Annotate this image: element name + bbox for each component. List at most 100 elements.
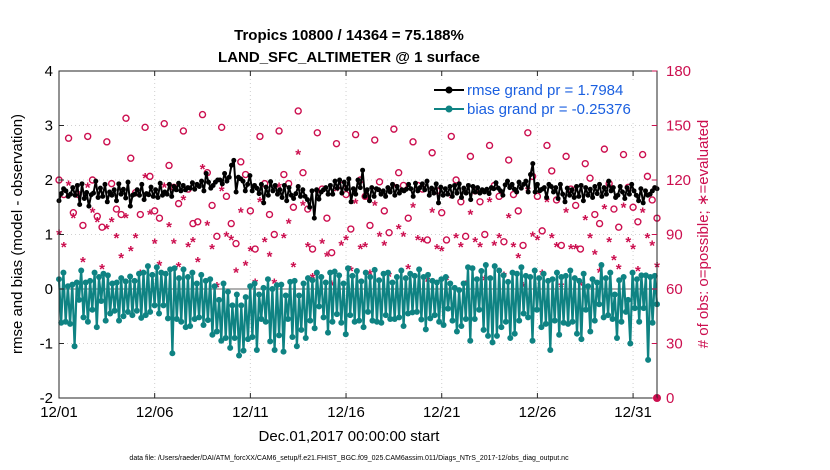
- obs-evaluated-point: *: [233, 265, 239, 282]
- bias-point: [489, 339, 496, 346]
- rmse-point: [58, 191, 64, 197]
- obs-possible-point: [122, 114, 130, 122]
- bias-point: [513, 270, 520, 277]
- rmse-point: [295, 184, 301, 190]
- legend-rmse-marker: [445, 86, 453, 94]
- rmse-point: [436, 200, 441, 206]
- bias-point: [78, 267, 85, 274]
- obs-possible-point: [404, 214, 412, 222]
- bias-point: [333, 311, 340, 318]
- rmse-point: [364, 187, 370, 193]
- obs-evaluated-point: *: [377, 228, 383, 245]
- chart-title: Tropics 10800 / 14364 = 75.188%: [234, 27, 464, 44]
- bias-point: [260, 284, 267, 291]
- bias-point: [73, 279, 80, 286]
- obs-possible-point: [327, 248, 336, 257]
- bias-point: [473, 276, 480, 283]
- bias-point: [142, 312, 149, 319]
- x-axis-label: Dec.01,2017 00:00:00 start: [259, 428, 441, 445]
- bias-point: [456, 287, 463, 294]
- obs-evaluated-point: *: [90, 205, 96, 222]
- rmse-point: [380, 188, 386, 194]
- obs-evaluated-point: *: [477, 239, 483, 256]
- obs-possible-point: [103, 138, 111, 146]
- obs-possible-point: [648, 196, 656, 204]
- obs-evaluated-point: *: [554, 239, 560, 256]
- bias-point: [249, 333, 256, 340]
- rmse-point: [571, 194, 577, 200]
- bias-point: [527, 274, 534, 281]
- bias-point: [607, 269, 614, 276]
- y-tick-label: 2: [45, 172, 53, 189]
- bias-point: [400, 323, 407, 330]
- obs-possible-point: [232, 239, 240, 248]
- bias-point: [151, 302, 158, 309]
- bias-point: [613, 335, 620, 342]
- bias-point: [533, 306, 540, 313]
- rmse-point: [325, 191, 331, 197]
- rmse-point: [137, 192, 142, 198]
- bias-point: [420, 274, 427, 281]
- obs-possible-point: [562, 152, 570, 161]
- rmse-point: [217, 177, 223, 183]
- rmse-point: [293, 191, 299, 197]
- rmse-point: [636, 198, 642, 204]
- bias-point: [133, 307, 140, 314]
- bias-point: [567, 267, 574, 274]
- y-tick-label: -1: [40, 336, 53, 353]
- bias-point: [585, 283, 592, 290]
- bias-point: [296, 292, 303, 299]
- bias-point: [238, 302, 245, 309]
- bias-point: [593, 279, 600, 286]
- bias-point: [362, 269, 369, 276]
- rmse-point: [484, 186, 490, 192]
- rmse-point: [615, 192, 621, 198]
- obs-possible-point: [237, 158, 245, 166]
- rmse-point: [344, 186, 349, 192]
- rmse-point: [442, 186, 448, 192]
- obs-possible-point: [308, 245, 317, 253]
- bias-point: [347, 312, 354, 319]
- bias-point: [556, 331, 563, 338]
- bias-point: [342, 331, 349, 338]
- obs-evaluated-point: *: [582, 212, 588, 229]
- obs-possible-point: [533, 192, 542, 201]
- bias-point: [262, 318, 269, 325]
- rmse-point: [346, 176, 352, 182]
- rmse-point: [403, 186, 409, 192]
- obs-evaluated-point: *: [152, 236, 158, 253]
- bias-point: [589, 276, 596, 283]
- rmse-point: [594, 191, 600, 197]
- bias-point: [344, 265, 351, 272]
- bias-point: [578, 336, 585, 343]
- rmse-point: [498, 188, 504, 194]
- rmse-point: [146, 192, 152, 198]
- bias-point: [220, 280, 227, 287]
- rmse-point: [362, 193, 368, 199]
- bias-point: [309, 277, 316, 284]
- bias-point: [453, 328, 460, 335]
- bias-point: [573, 330, 580, 337]
- obs-possible-point: [280, 170, 288, 179]
- obs-evaluated-point: *: [94, 214, 100, 231]
- rmse-point: [327, 182, 333, 188]
- rmse-point: [192, 186, 198, 192]
- obs-evaluated-point: *: [453, 230, 459, 247]
- obs-possible-point: [481, 230, 489, 239]
- rmse-point: [424, 178, 430, 184]
- bias-point: [236, 352, 243, 359]
- y2-tick-label: 0: [666, 390, 674, 407]
- obs-possible-point: [64, 134, 73, 142]
- bias-point: [329, 318, 336, 325]
- obs-evaluated-point: *: [195, 254, 201, 271]
- rmse-point: [461, 185, 467, 191]
- obs-evaluated-point: *: [544, 194, 550, 211]
- obs-evaluated-point: *: [334, 183, 340, 200]
- rmse-point: [413, 180, 418, 186]
- legend-box: [428, 80, 652, 122]
- rmse-point: [281, 182, 287, 188]
- bias-point: [171, 265, 178, 272]
- bias-point: [178, 318, 185, 325]
- rmse-point: [429, 185, 435, 191]
- bias-point: [336, 272, 343, 279]
